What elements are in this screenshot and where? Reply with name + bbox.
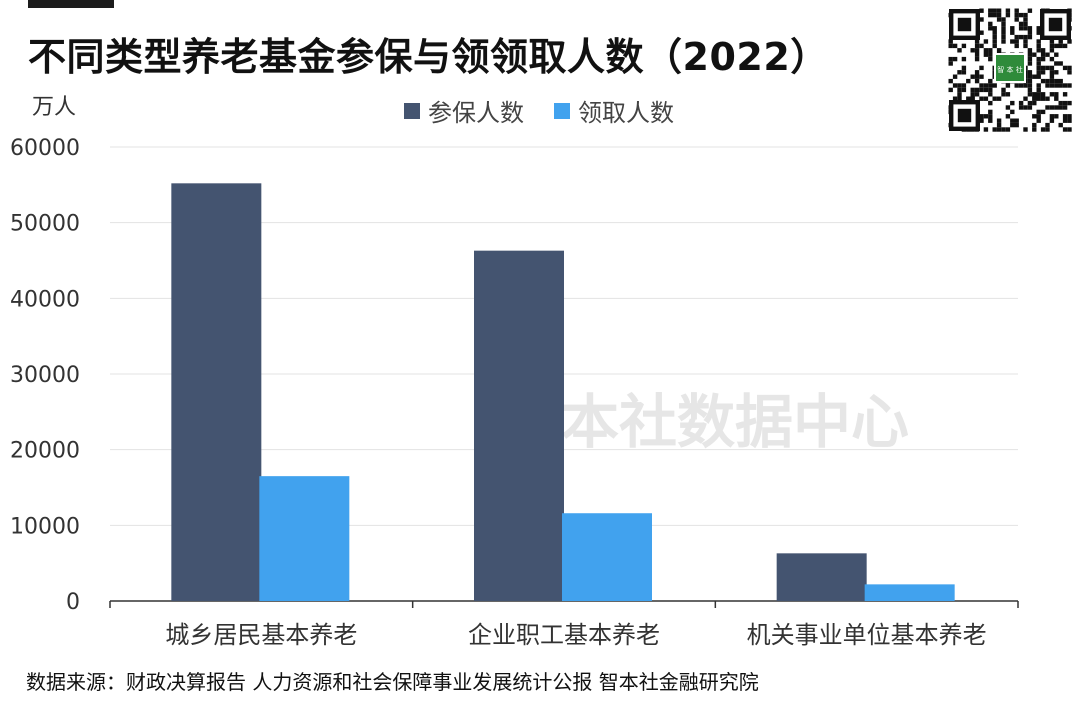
x-category-label: 企业职工基本养老 [468, 621, 660, 649]
bar-receiving [864, 584, 955, 601]
qr-code-icon: 智 本 社 [948, 8, 1072, 132]
bar-receiving [562, 513, 652, 601]
chart-title: 不同类型养老基金参保与领领取人数（2022） [28, 35, 829, 79]
y-tick-label: 40000 [10, 287, 80, 312]
y-tick-label: 0 [66, 590, 80, 615]
data-source-note: 数据来源：财政决算报告 人力资源和社会保障事业发展统计公报 智本社金融研究院 [26, 670, 759, 694]
x-category-label: 城乡居民基本养老 [165, 621, 357, 649]
x-category-label: 机关事业单位基本养老 [747, 621, 987, 649]
y-tick-label: 30000 [10, 363, 80, 388]
top-accent-bar [28, 0, 114, 8]
bar-enrolled [776, 553, 867, 601]
y-tick-label: 10000 [10, 514, 80, 539]
y-tick-label: 50000 [10, 212, 80, 237]
bar-enrolled [171, 183, 262, 601]
bar-enrolled [474, 250, 564, 601]
legend-swatch [404, 103, 420, 119]
legend-swatch [554, 103, 570, 119]
legend-label: 领取人数 [578, 99, 674, 127]
y-unit-label: 万人 [32, 95, 76, 120]
y-tick-label: 60000 [10, 136, 80, 161]
watermark-text: 智本社数据中心 [503, 388, 909, 456]
bar-receiving [259, 476, 350, 601]
y-tick-label: 20000 [10, 439, 80, 464]
svg-text:智 本 社: 智 本 社 [997, 65, 1022, 74]
legend-label: 参保人数 [428, 99, 524, 127]
